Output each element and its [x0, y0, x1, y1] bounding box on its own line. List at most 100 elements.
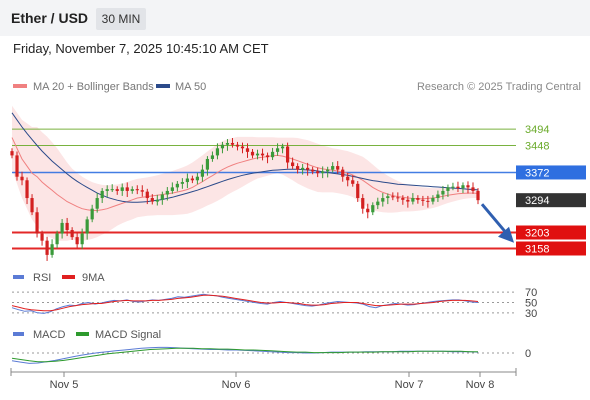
timeframe-button[interactable]: 30 MIN — [96, 8, 146, 30]
candle-body — [461, 185, 465, 189]
candle-body — [285, 146, 290, 163]
candle-body — [40, 233, 44, 241]
candle-body — [65, 222, 69, 231]
candle-body — [471, 187, 475, 191]
candle-body — [391, 196, 395, 198]
forecast-arrow-shaft — [480, 203, 508, 234]
candle-body — [225, 142, 230, 145]
candle-body — [361, 198, 365, 209]
price-label-3158: 3158 — [525, 243, 549, 255]
candle-body — [265, 155, 270, 158]
macd-signal-legend-swatch — [76, 332, 89, 336]
macd-pane: MACD MACD Signal 0 — [11, 329, 531, 364]
candle-body — [456, 186, 460, 189]
candle-body — [130, 189, 134, 191]
price-label-3372: 3372 — [525, 167, 549, 179]
rsi-series-1-line — [11, 294, 479, 312]
time-tick-label: Nov 7 — [395, 379, 424, 391]
candle-body — [110, 189, 114, 191]
time-tick-label: Nov 8 — [466, 379, 495, 391]
candle-body — [15, 155, 19, 177]
candle-body — [120, 187, 124, 191]
time-tick-label: Nov 6 — [222, 379, 251, 391]
rsi-legend-swatch — [13, 275, 24, 279]
candle-body — [145, 191, 149, 199]
candle-body — [296, 166, 300, 170]
candle-body — [25, 180, 29, 199]
credit-text: Research © 2025 Trading Central — [417, 81, 581, 93]
candle-body — [230, 142, 235, 145]
candle-body — [10, 151, 14, 156]
price-label-3448: 3448 — [525, 140, 549, 152]
candle-body — [301, 167, 305, 170]
price-tag-3372 — [516, 165, 586, 180]
candle-body — [245, 148, 250, 152]
candle-body — [210, 155, 215, 159]
candle-body — [55, 233, 59, 245]
price-pane: 3494 3448 3372 3294 3203 3158 — [10, 105, 586, 261]
candle-body — [426, 200, 430, 202]
candle-body — [356, 183, 360, 199]
candle-body — [105, 189, 109, 191]
price-label-3294: 3294 — [525, 195, 549, 207]
candle-body — [270, 151, 275, 158]
ma20-legend-label: MA 20 + Bollinger Bands — [33, 81, 154, 93]
candle-body — [50, 244, 54, 255]
candle-body — [476, 190, 480, 201]
rsi-level-label: 70 — [525, 287, 537, 299]
candle-body — [291, 162, 295, 167]
candle-body — [30, 198, 34, 213]
candle-body — [260, 153, 265, 156]
ma20-legend-swatch — [13, 84, 27, 88]
candle-body — [35, 212, 39, 234]
time-tick-label: Nov 5 — [50, 379, 79, 391]
candle-body — [466, 185, 470, 188]
chart-datetime: Friday, November 7, 2025 10:45:10 AM CET — [13, 41, 269, 56]
rsi-level-label: 50 — [525, 298, 537, 310]
rsi-legend-label: RSI — [33, 272, 51, 284]
ma50-legend-swatch — [156, 84, 170, 88]
price-tag-3294 — [516, 193, 586, 208]
candle-body — [316, 171, 320, 174]
candle-body — [331, 166, 335, 170]
candle-body — [60, 222, 64, 234]
candle-body — [80, 233, 84, 245]
candle-body — [396, 197, 400, 199]
candle-body — [386, 196, 390, 199]
candle-body — [441, 190, 445, 195]
candle-body — [100, 190, 104, 199]
candle-body — [200, 169, 205, 177]
forecast-arrow-head — [498, 226, 514, 243]
candle-body — [170, 187, 174, 191]
macd-legend-label: MACD — [33, 329, 65, 341]
ma50-legend-label: MA 50 — [175, 81, 206, 93]
candle-body — [85, 219, 89, 234]
candle-body — [346, 176, 350, 181]
candle-body — [20, 176, 24, 181]
candle-body — [175, 183, 179, 188]
candle-body — [431, 198, 435, 202]
time-axis: Nov 5 Nov 6 Nov 7 Nov 8 — [10, 368, 517, 391]
candle-body — [215, 148, 220, 156]
candle-body — [451, 186, 455, 188]
price-tag-3203 — [516, 225, 586, 240]
price-label-3494: 3494 — [525, 124, 549, 136]
candle-body — [341, 169, 345, 177]
candle-body — [70, 230, 74, 238]
candle-body — [95, 198, 99, 209]
macd-signal-legend-label: MACD Signal — [95, 329, 161, 341]
9ma-legend-swatch — [62, 275, 75, 279]
candle-body — [421, 199, 425, 201]
candle-body — [351, 180, 355, 184]
candle-body — [45, 240, 49, 255]
candle-body — [306, 167, 310, 170]
price-label-3203: 3203 — [525, 228, 549, 240]
candle-body — [381, 198, 385, 202]
candle-body — [250, 151, 255, 156]
candle-body — [220, 144, 225, 149]
candle-body — [190, 178, 194, 181]
candle-body — [135, 189, 139, 191]
candle-body — [366, 208, 370, 213]
